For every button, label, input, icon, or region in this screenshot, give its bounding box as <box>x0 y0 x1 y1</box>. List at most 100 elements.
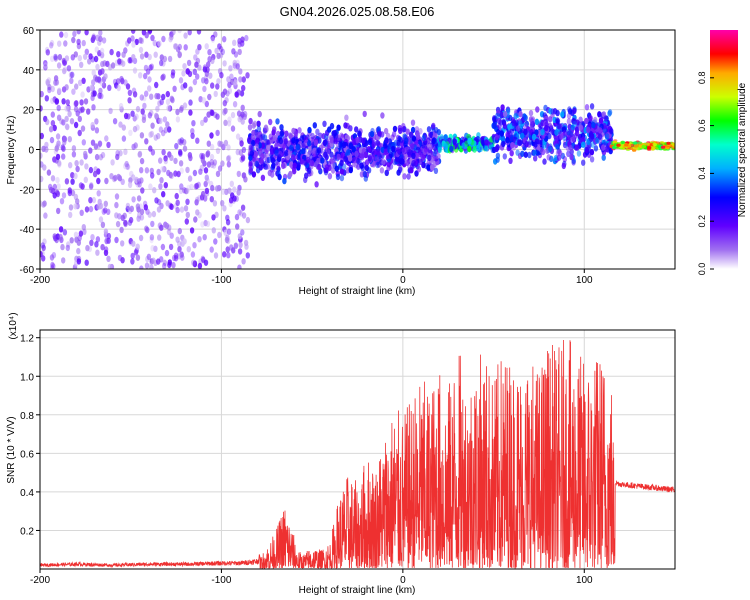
spectrogram-cell <box>192 78 198 86</box>
spectrogram-cell <box>200 153 206 160</box>
spectrogram-cell <box>235 133 241 140</box>
spectrogram-cell <box>215 147 221 154</box>
spectrogram-cell <box>65 244 71 252</box>
spectrogram-cell <box>106 255 111 262</box>
spectrogram-cell <box>177 240 182 247</box>
spectrogram-cell <box>371 161 376 168</box>
spectrogram-cell <box>467 145 472 153</box>
spectrogram-cell <box>121 60 126 67</box>
spectrogram-cell <box>52 124 57 132</box>
spectrogram-cell <box>50 175 56 182</box>
spectrogram-cell <box>84 48 90 55</box>
spectrogram-cell <box>59 118 64 125</box>
spectrogram-cell <box>201 97 206 104</box>
spectrogram-cell <box>301 147 306 155</box>
spectrogram-cell <box>88 166 94 174</box>
spectrogram-cell <box>348 125 353 132</box>
spectrogram-cell <box>130 110 135 117</box>
spectrogram-cell <box>211 214 216 221</box>
spectrogram-cell <box>284 149 289 157</box>
spectrogram-cell <box>64 84 69 91</box>
spectrogram-cell <box>303 136 309 144</box>
spectrogram-cell <box>205 150 211 157</box>
spectrogram-cell <box>156 258 161 265</box>
spectrogram-cell <box>43 60 48 67</box>
spectrogram-cell <box>410 142 415 150</box>
spectrogram-cell <box>510 142 515 149</box>
spectrogram-cell <box>125 202 131 210</box>
spectrogram-cell <box>55 133 61 140</box>
spectrogram-x-tick-label: 0 <box>400 275 406 286</box>
spectrogram-cell <box>226 154 232 162</box>
spectrogram-cell <box>411 159 416 167</box>
spectrogram-cell <box>254 143 260 150</box>
spectrogram-cell <box>153 51 158 58</box>
spectrogram-cell <box>197 236 202 243</box>
spectrogram-cell <box>271 162 276 169</box>
spectrogram-cell <box>98 216 104 223</box>
spectrogram-cell <box>245 216 251 224</box>
spectrogram-cell <box>388 151 394 159</box>
spectrogram-cell <box>240 118 245 125</box>
spectrogram-cell <box>100 221 106 228</box>
spectrogram-cell <box>241 76 246 83</box>
spectrogram-cell <box>115 153 120 161</box>
spectrogram-cell <box>140 187 145 194</box>
spectrogram-cell <box>107 263 113 269</box>
spectrogram-cell <box>136 215 141 222</box>
spectrogram-cell <box>215 185 220 192</box>
spectrogram-cell <box>182 238 187 245</box>
spectrogram-cell <box>186 184 191 192</box>
spectrogram-cell <box>391 131 397 138</box>
spectrogram-cell <box>123 112 129 120</box>
spectrogram-cell <box>200 255 205 262</box>
spectrogram-cell <box>214 47 219 55</box>
spectrogram-cell <box>581 136 586 143</box>
spectrogram-cell <box>100 244 105 251</box>
spectrogram-cell <box>84 30 89 36</box>
spectrogram-cell <box>204 187 210 195</box>
spectrogram-cell <box>380 112 385 119</box>
spectrogram-cell <box>384 137 389 144</box>
spectrogram-cell <box>235 63 240 70</box>
spectrogram-cell <box>84 163 89 170</box>
spectrogram-cell <box>502 110 508 118</box>
spectrogram-cell <box>76 247 81 255</box>
spectrogram-cell <box>307 126 312 134</box>
spectrogram-cell <box>165 90 170 98</box>
spectrogram-cell <box>515 125 521 132</box>
spectrogram-cell <box>124 160 129 168</box>
spectrogram-cell <box>247 136 252 143</box>
spectrogram-cell <box>75 198 80 205</box>
spectrogram-cell <box>262 134 268 141</box>
spectrogram-cell <box>256 120 261 128</box>
spectrogram-cell <box>103 207 108 214</box>
spectrogram-cell <box>272 134 278 142</box>
spectrogram-cell <box>316 147 322 154</box>
spectrogram-cell <box>209 143 215 151</box>
spectrogram-cell <box>172 85 177 93</box>
spectrogram-cell <box>44 95 49 102</box>
spectrogram-cell <box>222 60 227 67</box>
spectrogram-cell <box>137 212 142 219</box>
spectrogram-cell <box>83 150 88 158</box>
spectrogram-cell <box>163 155 168 162</box>
spectrogram-cell <box>233 79 238 86</box>
spectrogram-cell <box>406 149 412 156</box>
spectrogram-cell <box>183 44 188 51</box>
spectrogram-cell <box>597 111 602 118</box>
spectrogram-cell <box>53 75 59 82</box>
spectrogram-cell <box>120 178 125 185</box>
spectrogram-cell <box>603 115 608 122</box>
spectrogram-cell <box>138 46 144 54</box>
spectrogram-cell <box>177 51 182 58</box>
spectrogram-cell <box>174 192 179 200</box>
spectrogram-cell <box>75 110 80 117</box>
spectrogram-cell <box>143 72 148 80</box>
spectrogram-cell <box>81 224 87 231</box>
snr-x-tick-label: -200 <box>30 575 50 586</box>
spectrogram-cell <box>634 146 639 150</box>
spectrogram-cell <box>119 75 124 83</box>
spectrogram-cell <box>157 234 162 241</box>
spectrogram-cell <box>40 242 45 249</box>
